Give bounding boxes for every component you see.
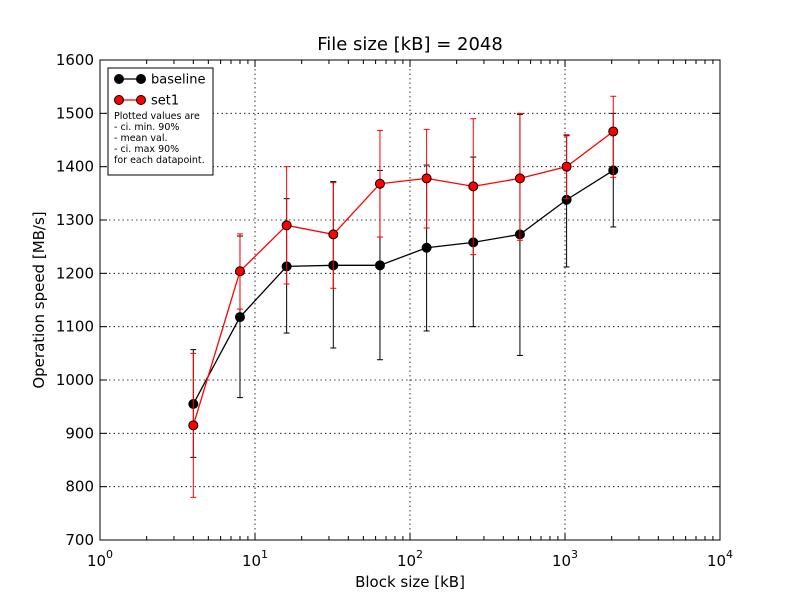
x-tick-base: 10 xyxy=(552,552,571,570)
data-point xyxy=(374,260,385,271)
x-tick-label: 103 xyxy=(552,548,578,570)
y-tick-label: 1600 xyxy=(56,51,94,69)
series-line xyxy=(192,130,614,426)
x-tick-base: 10 xyxy=(397,552,416,570)
y-tick-label: 1100 xyxy=(56,318,94,336)
legend-marker xyxy=(114,74,124,84)
legend-marker xyxy=(136,95,146,105)
series-set1 xyxy=(188,95,619,498)
x-tick-exponent: 0 xyxy=(106,548,113,561)
x-tick-base: 10 xyxy=(87,552,106,570)
legend-note-line: for each datapoint. xyxy=(114,155,205,166)
y-tick-label: 700 xyxy=(65,531,94,549)
y-tick-label: 1000 xyxy=(56,371,94,389)
data-point xyxy=(328,229,339,240)
x-tick-exponent: 3 xyxy=(571,548,578,561)
legend-marker xyxy=(136,74,146,84)
data-point xyxy=(514,173,525,184)
y-tick-label: 1400 xyxy=(56,158,94,176)
y-tick-label: 800 xyxy=(65,478,94,496)
legend-label: set1 xyxy=(151,94,179,109)
x-tick-exponent: 1 xyxy=(261,548,268,561)
data-point xyxy=(188,420,199,431)
axis-ticks: 100 101 102 103 1047008009001000110012001300… xyxy=(56,51,733,570)
x-tick-label: 100 xyxy=(87,548,113,570)
data-point xyxy=(421,242,432,253)
legend-box xyxy=(107,67,214,176)
legend-note-line: - ci. min. 90% xyxy=(114,122,179,133)
series-layer xyxy=(188,95,619,498)
x-tick-label: 104 xyxy=(707,548,733,570)
data-point xyxy=(234,266,245,277)
series-baseline xyxy=(188,112,619,458)
x-tick-base: 10 xyxy=(242,552,261,570)
legend-note-line: - mean val. xyxy=(114,133,168,144)
legend-note-line: Plotted values are xyxy=(114,111,200,122)
data-point xyxy=(421,173,432,184)
data-point xyxy=(561,161,572,172)
data-point xyxy=(281,220,292,231)
y-axis-label: Operation speed [MB/s] xyxy=(30,211,48,388)
chart-title: File size [kB] = 2048 xyxy=(317,34,503,55)
x-axis-label: Block size [kB] xyxy=(355,573,465,591)
legend-label: baseline xyxy=(151,73,205,88)
x-tick-exponent: 2 xyxy=(416,548,423,561)
legend-marker xyxy=(114,95,124,105)
data-point xyxy=(608,126,619,137)
legend: baseline set1 Plotted values are - ci. min… xyxy=(107,67,214,176)
x-tick-label: 101 xyxy=(242,548,268,570)
y-tick-label: 900 xyxy=(65,424,94,442)
data-point xyxy=(468,181,479,192)
legend-note-line: - ci. max 90% xyxy=(114,144,179,155)
y-tick-label: 1500 xyxy=(56,104,94,122)
series-line xyxy=(192,169,614,405)
data-point xyxy=(234,312,245,323)
data-point xyxy=(374,178,385,189)
y-tick-label: 1300 xyxy=(56,211,94,229)
x-tick-base: 10 xyxy=(707,552,726,570)
y-tick-label: 1200 xyxy=(56,264,94,282)
x-tick-label: 102 xyxy=(397,548,423,570)
x-tick-exponent: 4 xyxy=(726,548,733,561)
